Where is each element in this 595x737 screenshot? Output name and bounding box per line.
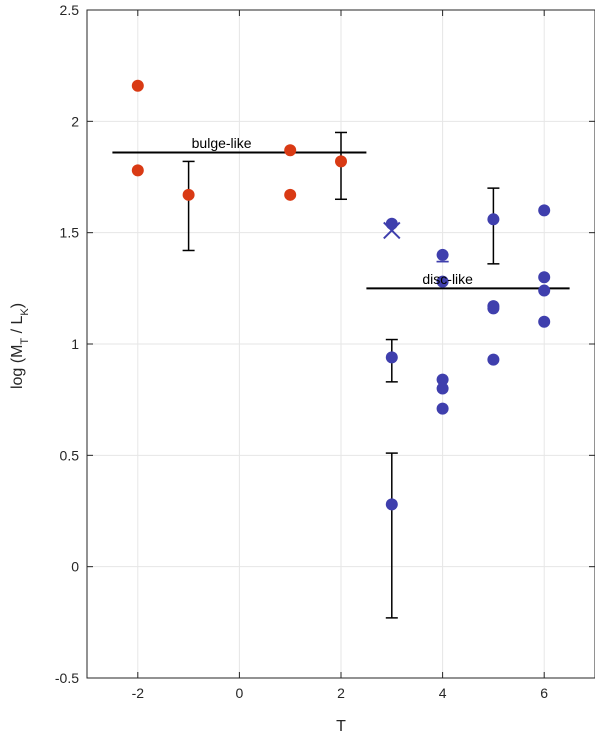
reference-line-label: disc-like <box>422 271 473 287</box>
reference-line-label: bulge-like <box>192 135 252 151</box>
axes <box>86 9 595 679</box>
bulge-point <box>284 144 297 157</box>
disc-point <box>538 315 551 328</box>
reference-lines <box>112 151 570 290</box>
bulge-point <box>182 188 195 201</box>
disc-point <box>538 204 551 217</box>
x-tick-label: 2 <box>337 685 345 701</box>
disc-point <box>385 498 398 511</box>
y-tick-label: 2.5 <box>60 2 80 18</box>
y-axis-label-part: K <box>19 308 31 316</box>
y-axis-label-part: log (M <box>9 345 26 389</box>
disc-point <box>436 402 449 415</box>
y-tick-label: 0.5 <box>60 447 80 463</box>
y-tick-label: 2 <box>71 113 79 129</box>
y-axis-label-part: / L <box>9 316 26 338</box>
y-tick-label: -0.5 <box>55 670 79 686</box>
y-tick-label: 1 <box>71 336 79 352</box>
x-tick-label: 6 <box>540 685 548 701</box>
disc-point <box>436 275 449 288</box>
bulge-point <box>335 155 347 168</box>
disc-point <box>487 213 500 226</box>
bulge-point <box>284 188 297 201</box>
annotations: bulge-like disc-like <box>192 135 474 287</box>
data-points <box>131 79 551 511</box>
x-axis-label: T <box>336 718 346 735</box>
disc-point <box>487 353 500 366</box>
x-tick-label: 0 <box>236 685 244 701</box>
x-tick-label: 4 <box>439 685 447 701</box>
error-bar <box>385 452 398 619</box>
y-axis-label: log (MT / LK) <box>9 303 31 389</box>
tick-labels: -2 0 2 4 6 -0.5 0 0.5 1 1.5 2 2.5 <box>55 2 548 701</box>
y-axis-label-part: ) <box>9 303 26 308</box>
disc-point <box>385 351 398 364</box>
error-bar <box>182 160 195 252</box>
svg-text:log (MT / LK): log (MT / LK) <box>9 303 31 389</box>
bulge-point <box>131 164 144 177</box>
disc-point <box>436 373 449 386</box>
disc-point <box>436 382 449 395</box>
y-axis-label-part: T <box>19 338 31 345</box>
disc-point <box>385 217 398 230</box>
disc-point <box>436 248 449 261</box>
x-marker-point <box>383 221 401 240</box>
disc-point <box>538 271 551 284</box>
disc-point <box>538 284 551 297</box>
error-bar <box>487 187 500 265</box>
bulge-point <box>131 79 144 92</box>
disc-point <box>487 302 500 315</box>
y-tick-label: 0 <box>71 559 79 575</box>
x-marker-stroke <box>383 221 401 240</box>
x-tick-label: -2 <box>132 685 145 701</box>
y-tick-label: 1.5 <box>60 225 80 241</box>
